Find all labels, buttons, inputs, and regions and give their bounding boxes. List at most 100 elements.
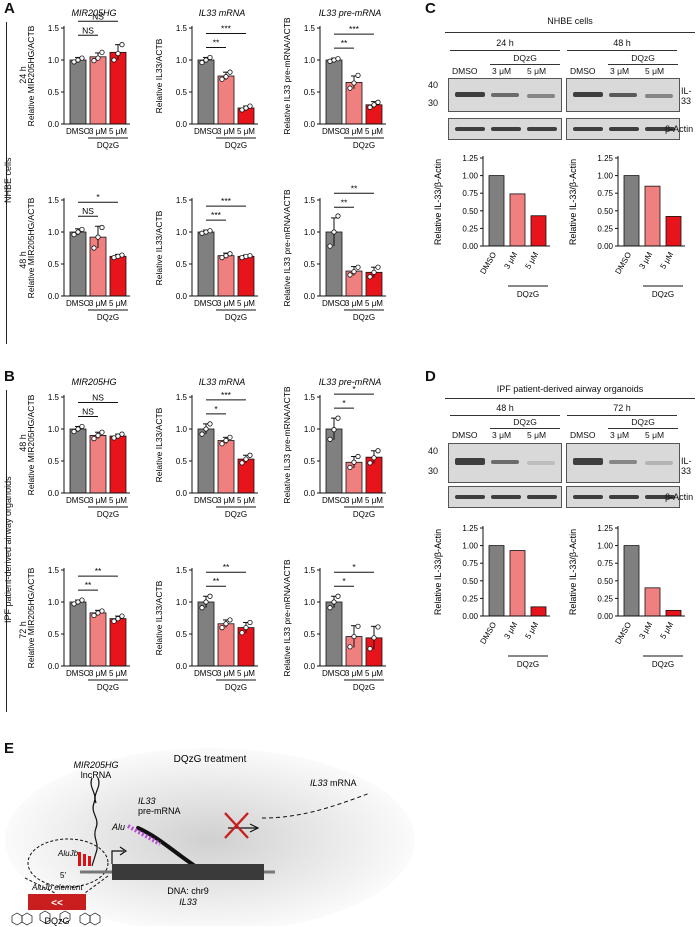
data-point: [91, 245, 97, 251]
chart-b-il33-mrna-48h: IL33 mRNA 0.0 0.5 1.0 1.5 Relative IL33/ACTB *…: [154, 377, 258, 519]
y-tick-label: 0.00: [462, 612, 478, 621]
x-tick-label: 5 μM: [365, 299, 383, 308]
sig-label: NS: [82, 406, 94, 416]
bar: [197, 428, 215, 494]
y-tick-label: 0.0: [48, 120, 60, 129]
x-tick-label: 5 μM: [109, 299, 127, 308]
y-tick-label: 0.50: [462, 577, 478, 586]
data-point: [247, 452, 253, 458]
data-point: [115, 616, 121, 622]
bar: [644, 587, 661, 617]
x-tick-label: 3 μM: [217, 669, 235, 678]
y-tick-label: 0.5: [48, 457, 60, 466]
sig-label: **: [341, 197, 348, 207]
y-tick-label: 0.50: [462, 207, 478, 216]
data-point: [75, 229, 81, 235]
chart-title: IL33 pre-mRNA: [319, 377, 382, 387]
data-point: [371, 102, 377, 108]
bar: [488, 175, 505, 247]
sig-label: **: [351, 183, 358, 193]
group-label: DQzG: [353, 313, 375, 322]
group-label: DQzG: [225, 510, 247, 519]
data-point: [367, 104, 373, 110]
panel-letter-b: B: [4, 368, 15, 385]
y-tick-label: 1.5: [48, 196, 60, 205]
sig-label: ***: [211, 210, 222, 220]
data-point: [227, 434, 233, 440]
sig-label: NS: [82, 25, 94, 35]
x-tick-label: 3 μM: [89, 669, 107, 678]
chart-d-72h: 0.00 0.25 0.50 0.75 1.00 1.25 Relative IL-33/β…: [568, 524, 685, 669]
y-tick-label: 1.0: [48, 598, 60, 607]
y-tick-label: 1.5: [176, 24, 188, 33]
y-tick-label: 0.0: [48, 489, 60, 498]
x-tick-label: DMSO: [194, 127, 218, 136]
x-tick-label: 5 μM: [365, 496, 383, 505]
y-tick-label: 1.5: [176, 196, 188, 205]
panel-letter-c: C: [425, 0, 436, 17]
nhbe-label: NHBE cells: [3, 157, 13, 203]
data-point: [247, 103, 253, 109]
x-tick-label: 5 μM: [658, 250, 675, 270]
premrna-gene: IL33: [138, 796, 156, 806]
y-tick-label: 1.5: [176, 393, 188, 402]
data-point: [75, 599, 81, 605]
alujb-hairpin-icon: [78, 852, 91, 866]
data-point: [355, 264, 361, 270]
chart-a-il33-mrna-24h: IL33 mRNA 0.0 0.5 1.0 1.5 Relative IL33/ACTB *…: [154, 8, 258, 150]
blot-d-time2: 72 h: [613, 403, 631, 413]
sig-label: NS: [92, 11, 104, 21]
y-tick-label: 1.0: [48, 425, 60, 434]
data-point: [119, 613, 125, 619]
data-point: [227, 617, 233, 623]
data-point: [335, 415, 341, 421]
y-tick-label: 1.0: [304, 425, 316, 434]
y-tick-label: 0.0: [304, 120, 316, 129]
panel-letter-d: D: [425, 368, 436, 385]
data-point: [223, 74, 229, 80]
y-tick-label: 0.5: [176, 630, 188, 639]
alu-label: Alu: [111, 822, 125, 832]
x-tick-label: 5 μM: [109, 669, 127, 678]
y-axis-label: Relative MIR205HG/ACTB: [26, 394, 36, 495]
sig-label: *: [352, 562, 356, 572]
chart-title: MIR205HG: [71, 377, 116, 387]
data-point: [219, 441, 225, 447]
data-point: [351, 459, 357, 465]
x-tick-label: 3 μM: [217, 299, 235, 308]
blot-c-s1b: DMSO: [570, 66, 596, 76]
data-point: [371, 269, 377, 275]
y-tick-label: 1.00: [597, 172, 613, 181]
data-point: [375, 448, 381, 454]
bar: [197, 231, 215, 297]
blot-d-group1: DQzG: [513, 417, 537, 427]
data-point: [243, 105, 249, 111]
y-tick-label: 1.00: [462, 172, 478, 181]
data-point: [99, 608, 105, 614]
blot-d-s2b: 3 μM: [610, 430, 630, 440]
bar: [530, 606, 547, 617]
blot-c-title: NHBE cells: [547, 16, 593, 26]
blot-d-s3a: 5 μM: [527, 430, 547, 440]
data-point: [223, 621, 229, 627]
x-tick-label: 3 μM: [217, 127, 235, 136]
bar: [69, 601, 87, 667]
x-tick-label: DMSO: [194, 669, 218, 678]
data-point: [335, 56, 341, 62]
x-tick-label: DMSO: [478, 251, 498, 276]
x-tick-label: 3 μM: [637, 620, 654, 640]
y-axis-label: Relative MIR205HG/ACTB: [26, 197, 36, 298]
blot-d-il33-label: IL-33: [681, 456, 692, 476]
y-tick-label: 0.75: [597, 189, 613, 198]
x-tick-label: DMSO: [194, 299, 218, 308]
bar: [109, 618, 127, 667]
x-tick-label: 3 μM: [637, 250, 654, 270]
y-axis-label: Relative IL33/ACTB: [154, 38, 164, 113]
y-tick-label: 1.0: [48, 56, 60, 65]
data-point: [351, 80, 357, 86]
data-point: [347, 464, 353, 471]
bar: [325, 601, 343, 667]
y-axis-label: Relative IL33/ACTB: [154, 580, 164, 655]
chart-a-il33-mrna-48h: 0.0 0.5 1.0 1.5 Relative IL33/ACTB *** *** DMSO…: [154, 196, 258, 322]
data-point: [199, 59, 205, 66]
